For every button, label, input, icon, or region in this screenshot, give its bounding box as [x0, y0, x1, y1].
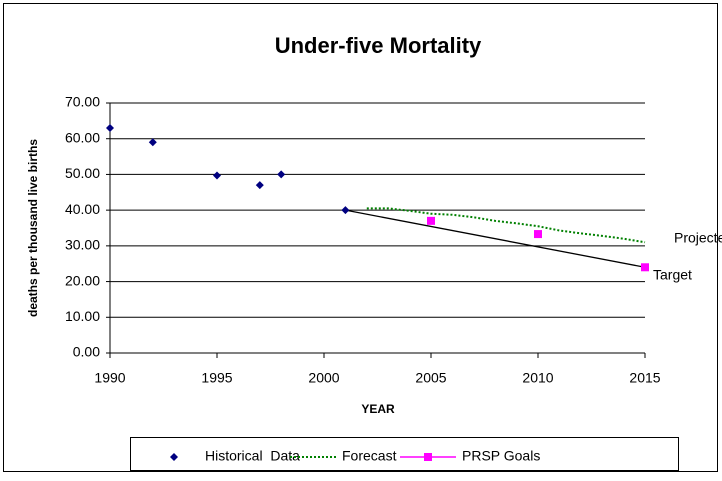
y-tick-label: 0.00 — [73, 344, 100, 360]
annotation: Projected — [674, 230, 722, 246]
target-line — [345, 209, 646, 268]
x-tick-label: 2015 — [629, 370, 660, 386]
chart-title: Under-five Mortality — [275, 33, 482, 58]
marker — [641, 263, 649, 272]
y-axis-label: deaths per thousand live births — [26, 139, 40, 317]
marker — [427, 216, 435, 225]
marker — [213, 171, 221, 180]
legend-box — [130, 437, 679, 471]
annotation: Target — [653, 267, 692, 283]
legend-label: PRSP Goals — [462, 448, 540, 464]
y-tick-label: 60.00 — [65, 129, 100, 145]
x-tick-label: 2000 — [308, 370, 339, 386]
y-tick-label: 30.00 — [65, 237, 100, 253]
marker — [106, 124, 114, 132]
x-tick-label: 1990 — [94, 370, 125, 386]
legend-label: Historical Data — [205, 448, 300, 464]
x-tick-label: 2010 — [522, 370, 553, 386]
marker — [534, 230, 542, 239]
marker — [277, 170, 286, 179]
marker — [148, 138, 157, 147]
y-tick-label: 10.00 — [65, 308, 100, 324]
y-tick-label: 20.00 — [65, 272, 100, 288]
marker — [341, 206, 350, 215]
x-axis-label: YEAR — [361, 402, 395, 416]
forecast-line — [366, 207, 646, 244]
y-tick-label: 50.00 — [65, 165, 100, 181]
chart-border — [3, 3, 718, 472]
x-tick-label: 2005 — [415, 370, 446, 386]
y-tick-label: 70.00 — [65, 94, 100, 110]
legend-swatch — [170, 453, 178, 461]
x-tick-label: 1995 — [201, 370, 232, 386]
marker — [255, 181, 264, 190]
y-tick-label: 40.00 — [65, 201, 100, 217]
legend-swatch — [424, 453, 432, 461]
legend-label: Forecast — [342, 448, 397, 464]
